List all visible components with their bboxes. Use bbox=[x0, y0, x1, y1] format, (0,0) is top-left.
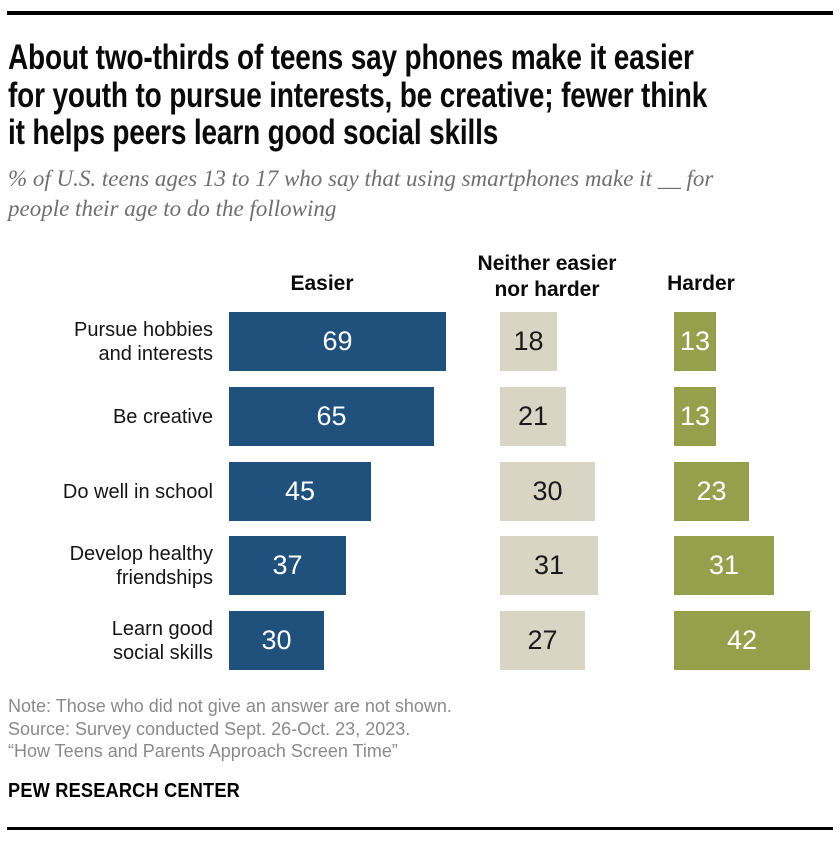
harder-bar: 31 bbox=[674, 536, 774, 595]
bar-value: 13 bbox=[679, 326, 711, 356]
bar-value: 45 bbox=[284, 476, 316, 506]
bar-value: 37 bbox=[272, 550, 303, 580]
top-rule bbox=[7, 11, 833, 15]
bar-value: 27 bbox=[527, 625, 558, 655]
row-label: Pursue hobbies and interests bbox=[74, 318, 213, 365]
chart-row-be-creative: Be creative 65 21 13 bbox=[0, 387, 840, 446]
bar-value: 31 bbox=[708, 550, 740, 580]
note-line: Note: Those who did not give an answer a… bbox=[8, 696, 452, 716]
source-line: Source: Survey conducted Sept. 26-Oct. 2… bbox=[8, 718, 411, 739]
title-line-2: for youth to pursue interests, be creati… bbox=[8, 75, 708, 115]
bottom-rule bbox=[7, 827, 833, 830]
chart-row-develop-friendships: Develop healthy friendships 37 31 31 bbox=[0, 536, 840, 595]
easier-bar: 30 bbox=[229, 611, 324, 670]
harder-bar: 23 bbox=[674, 462, 749, 521]
chart-row-pursue-hobbies: Pursue hobbies and interests 69 18 13 bbox=[0, 312, 840, 371]
easier-bar: 45 bbox=[229, 462, 371, 521]
neither-bar: 27 bbox=[500, 611, 585, 670]
title-line-1: About two-thirds of teens say phones mak… bbox=[8, 38, 694, 77]
bar-value: 21 bbox=[517, 401, 549, 431]
bar-value: 13 bbox=[679, 401, 711, 431]
subtitle-line-2: people their age to do the following bbox=[8, 195, 337, 221]
row-label: Be creative bbox=[112, 405, 213, 428]
easier-bar: 65 bbox=[229, 387, 434, 446]
bar-value: 31 bbox=[533, 550, 565, 580]
chart-row-do-well-in-school: Do well in school 45 30 23 bbox=[0, 462, 840, 521]
harder-bar: 13 bbox=[674, 312, 716, 371]
chart-subtitle: % of U.S. teens ages 13 to 17 who say th… bbox=[8, 164, 713, 223]
neither-bar: 31 bbox=[500, 536, 598, 595]
bar-value: 30 bbox=[532, 476, 563, 506]
bar-value: 65 bbox=[316, 401, 347, 431]
easier-bar: 69 bbox=[229, 312, 446, 371]
column-header-harder: Harder bbox=[667, 272, 735, 295]
neither-bar: 18 bbox=[500, 312, 557, 371]
neither-bar: 21 bbox=[500, 387, 566, 446]
subtitle-line-1: % of U.S. teens ages 13 to 17 who say th… bbox=[8, 166, 714, 191]
report-title-line: “How Teens and Parents Approach Screen T… bbox=[8, 741, 398, 761]
neither-bar: 30 bbox=[500, 462, 595, 521]
harder-bar: 13 bbox=[674, 387, 716, 446]
column-header-neither: Neither easier nor harder bbox=[477, 252, 617, 301]
page-title: About two-thirds of teens say phones mak… bbox=[8, 39, 840, 152]
bar-value: 69 bbox=[322, 326, 353, 356]
column-header-easier: Easier bbox=[290, 272, 354, 295]
bar-value: 23 bbox=[696, 476, 727, 506]
easier-bar: 37 bbox=[229, 536, 346, 595]
footnotes: Note: Those who did not give an answer a… bbox=[8, 695, 452, 763]
row-label: Develop healthy friendships bbox=[69, 542, 213, 589]
chart-row-learn-social-skills: Learn good social skills 30 27 42 bbox=[0, 611, 840, 670]
bar-value: 18 bbox=[513, 326, 544, 356]
bar-value: 42 bbox=[726, 625, 758, 655]
title-line-3: it helps peers learn good social skills bbox=[8, 113, 499, 152]
harder-bar: 42 bbox=[674, 611, 810, 670]
row-label: Learn good social skills bbox=[111, 617, 213, 664]
row-label: Do well in school bbox=[62, 480, 213, 503]
pew-research-center-wordmark: PEW RESEARCH CENTER bbox=[8, 780, 240, 802]
bar-value: 30 bbox=[261, 625, 292, 655]
